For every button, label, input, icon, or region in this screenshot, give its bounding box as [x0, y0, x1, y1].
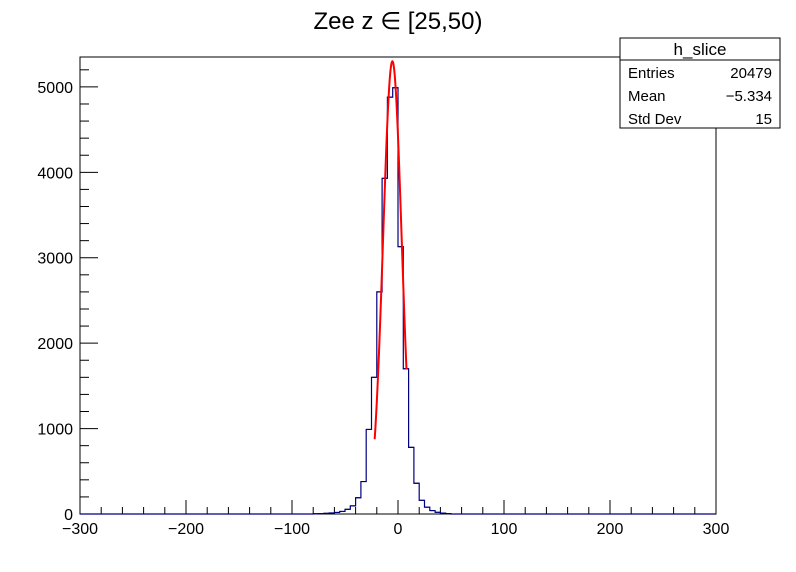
x-tick-label: 100 — [491, 521, 518, 538]
y-tick-label: 1000 — [37, 422, 73, 439]
histogram-outline — [80, 87, 716, 515]
x-tick-label: 300 — [703, 521, 730, 538]
y-tick-label: 3000 — [37, 251, 73, 268]
stats-box: h_slice Entries 20479 Mean −5.334 Std De… — [619, 37, 781, 129]
gaussian-fit-curve — [373, 60, 408, 440]
y-tick-label: 5000 — [37, 80, 73, 97]
stats-entries-value: 20479 — [730, 65, 772, 82]
stats-mean-value: −5.334 — [726, 88, 772, 105]
x-tick-label: −200 — [168, 521, 204, 538]
stats-box-name: h_slice — [674, 40, 727, 59]
stats-stddev-value: 15 — [755, 111, 772, 128]
y-tick-label: 2000 — [37, 336, 73, 353]
histogram-bars — [313, 87, 451, 515]
x-tick-label: 200 — [597, 521, 624, 538]
axes: −300 −200 −100 0 100 200 300010002000300040005… — [37, 69, 730, 538]
y-tick-label: 4000 — [37, 165, 73, 182]
x-tick-label: −300 — [62, 521, 98, 538]
y-tick-label: 0 — [64, 507, 73, 524]
chart-title: Zee z ∈ [25,50) — [314, 8, 483, 35]
stats-stddev-label: Std Dev — [628, 111, 682, 128]
stats-mean-label: Mean — [628, 88, 666, 105]
stats-entries-label: Entries — [628, 65, 675, 82]
x-tick-label: −100 — [274, 521, 310, 538]
stats-box-frame — [619, 37, 781, 129]
x-tick-label: 0 — [394, 521, 403, 538]
